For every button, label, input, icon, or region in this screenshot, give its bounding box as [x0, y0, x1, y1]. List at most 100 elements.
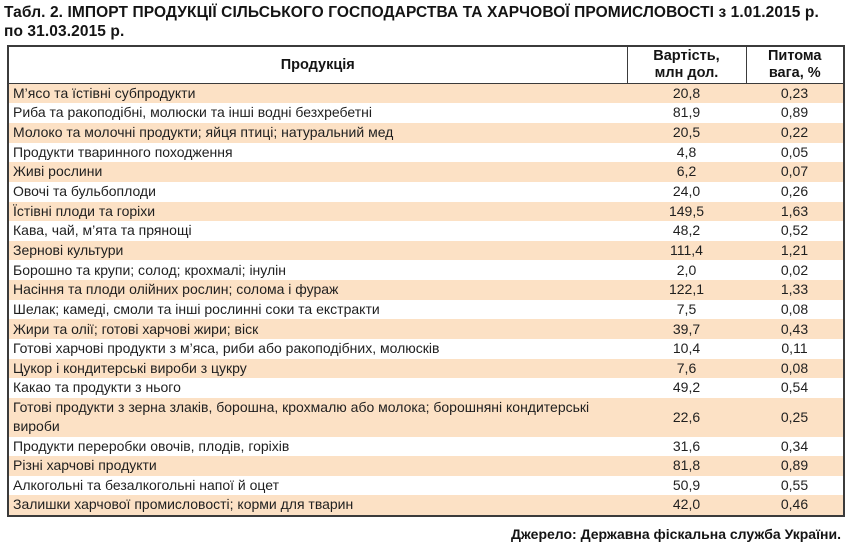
value-cell: 20,8: [627, 83, 746, 104]
product-cell: Їстівні плоди та горіхи: [8, 201, 627, 222]
value-cell: 7,5: [676, 300, 697, 317]
product-cell: Готові продукти з зерна злаків, борошна,…: [8, 397, 627, 437]
value-cell: 6,2: [627, 162, 746, 182]
page-title-line-1: Табл. 2. ІМПОРТ ПРОДУКЦІЇ СІЛЬСЬКОГО ГОС…: [4, 4, 819, 21]
share-cell: 0,23: [746, 83, 844, 104]
table-row: Кава, чай, м’ята та прянощі 48,2 0,52: [8, 221, 844, 241]
share-cell: 0,46: [746, 495, 844, 516]
table-row: Овочі та бульбоплоди 24,0 0,26: [8, 182, 844, 202]
value-cell: 10,4: [672, 340, 701, 357]
share-cell: 0,11: [781, 340, 808, 357]
product-cell: Борошно та крупи; солод; крохмалі; інулі…: [13, 261, 286, 278]
value-cell: 49,2: [672, 379, 701, 396]
value-cell: 4,8: [676, 143, 697, 160]
share-cell: 0,54: [780, 379, 809, 396]
value-cell: 122,1: [627, 280, 746, 300]
table-header-share-line-1: Питома: [767, 48, 822, 64]
product-cell: Живі рослини: [8, 162, 627, 182]
table-row: Насіння та плоди олійних рослин; солома …: [8, 280, 844, 300]
value-cell: 2,0: [676, 261, 697, 278]
table-row: Цукор і кондитерські вироби з цукру 7,6 …: [8, 358, 844, 379]
share-cell: 0,55: [780, 476, 809, 493]
value-cell: 22,6: [627, 397, 746, 437]
value-cell: 111,4: [627, 240, 746, 261]
page-title-line-2: по 31.03.2015 р.: [4, 23, 125, 40]
table-header-value-line-1: Вартість,: [653, 48, 720, 64]
table-header-product: Продукція: [7, 45, 628, 84]
value-cell: 81,9: [672, 104, 701, 121]
table-row: Жири та олії; готові харчові жири; віск …: [8, 319, 844, 339]
share-cell: 0,22: [746, 122, 844, 143]
value-cell: 20,5: [627, 122, 746, 143]
table-row: Продукти переробки овочів, плодів, горіх…: [8, 437, 844, 457]
table-header-share-line-2: вага, %: [768, 65, 821, 81]
product-cell: Різні харчові продукти: [8, 456, 627, 476]
share-cell: 0,89: [780, 104, 809, 121]
product-cell: Овочі та бульбоплоди: [13, 183, 156, 200]
value-cell: 149,5: [627, 201, 746, 222]
value-cell: 39,7: [627, 319, 746, 339]
share-cell: 0,25: [746, 397, 844, 437]
table-row: Різні харчові продукти 81,8 0,89: [8, 456, 844, 476]
share-cell: 0,02: [780, 261, 809, 278]
table-row: Продукти тваринного походження 4,8 0,05: [8, 143, 844, 163]
value-cell: 31,6: [672, 437, 701, 454]
share-cell: 0,07: [746, 162, 844, 182]
product-cell: Какао та продукти з нього: [13, 379, 181, 396]
product-cell: Кава, чай, м’ята та прянощі: [13, 222, 192, 239]
product-cell: Алкогольні та безалкогольні напої й оцет: [13, 476, 279, 493]
table-row: Готові продукти з зерна злаків, борошна,…: [8, 397, 844, 437]
table-row: Їстівні плоди та горіхи 149,5 1,63: [8, 201, 844, 222]
share-cell: 1,33: [746, 280, 844, 300]
share-cell: 1,21: [746, 240, 844, 261]
table-header-value-line-2: млн дол.: [654, 65, 719, 81]
table-body: М’ясо та їстівні субпродукти 20,8 0,23 Р…: [8, 83, 844, 516]
value-cell: 48,2: [672, 222, 701, 239]
share-cell: 1,63: [746, 201, 844, 222]
product-cell: Цукор і кондитерські вироби з цукру: [8, 358, 627, 379]
value-cell: 24,0: [672, 183, 701, 200]
table-row: Риба та ракоподібні, молюски та інші вод…: [8, 103, 844, 123]
table-row: Залишки харчової промисловості; корми дл…: [8, 495, 844, 516]
share-cell: 0,52: [780, 222, 809, 239]
product-cell: Готові харчові продукти з м’яса, риби аб…: [13, 340, 440, 357]
page-title: Табл. 2. ІМПОРТ ПРОДУКЦІЇ СІЛЬСЬКОГО ГОС…: [0, 0, 850, 41]
product-cell: Залишки харчової промисловості; корми дл…: [8, 495, 627, 516]
table-row: Борошно та крупи; солод; крохмалі; інулі…: [8, 260, 844, 280]
share-cell: 0,08: [780, 300, 809, 317]
share-cell: 0,89: [746, 456, 844, 476]
source-note: Джерело: Державна фіскальна служба Украї…: [510, 525, 841, 542]
table-row: Зернові культури 111,4 1,21: [8, 240, 844, 261]
products-table: Продукція Вартість, млн дол. Питома вага…: [7, 45, 845, 517]
product-cell: Жири та олії; готові харчові жири; віск: [8, 319, 627, 339]
product-cell: Риба та ракоподібні, молюски та інші вод…: [13, 104, 372, 121]
product-cell: Зернові культури: [8, 240, 627, 261]
product-cell: Продукти тваринного походження: [13, 143, 233, 160]
table-row: Какао та продукти з нього 49,2 0,54: [8, 378, 844, 398]
value-cell: 81,8: [627, 456, 746, 476]
product-cell: М’ясо та їстівні субпродукти: [8, 83, 627, 104]
value-cell: 7,6: [627, 358, 746, 379]
product-cell: Насіння та плоди олійних рослин; солома …: [8, 280, 627, 300]
table-row: Шелак; камеді, смоли та інші рослинні со…: [8, 300, 844, 320]
share-cell: 0,08: [746, 358, 844, 379]
share-cell: 0,34: [780, 437, 809, 454]
table-row: Живі рослини 6,2 0,07: [8, 162, 844, 182]
table-header-product-label: Продукція: [280, 56, 355, 73]
share-cell: 0,43: [746, 319, 844, 339]
table-row: М’ясо та їстівні субпродукти 20,8 0,23: [8, 83, 844, 104]
share-cell: 0,05: [780, 143, 809, 160]
table-row: Готові харчові продукти з м’яса, риби аб…: [8, 339, 844, 359]
product-cell: Молоко та молочні продукти; яйця птиці; …: [8, 122, 627, 143]
table-row: Алкогольні та безалкогольні напої й оцет…: [8, 476, 844, 496]
table-row: Молоко та молочні продукти; яйця птиці; …: [8, 122, 844, 143]
product-cell: Шелак; камеді, смоли та інші рослинні со…: [13, 300, 380, 317]
table-header-share: Питома вага, %: [745, 45, 845, 84]
product-cell: Продукти переробки овочів, плодів, горіх…: [13, 437, 290, 454]
share-cell: 0,26: [780, 183, 809, 200]
value-cell: 42,0: [627, 495, 746, 516]
table-header: Продукція Вартість, млн дол. Питома вага…: [7, 45, 845, 84]
value-cell: 50,9: [672, 476, 701, 493]
table-header-value: Вартість, млн дол.: [626, 45, 747, 84]
